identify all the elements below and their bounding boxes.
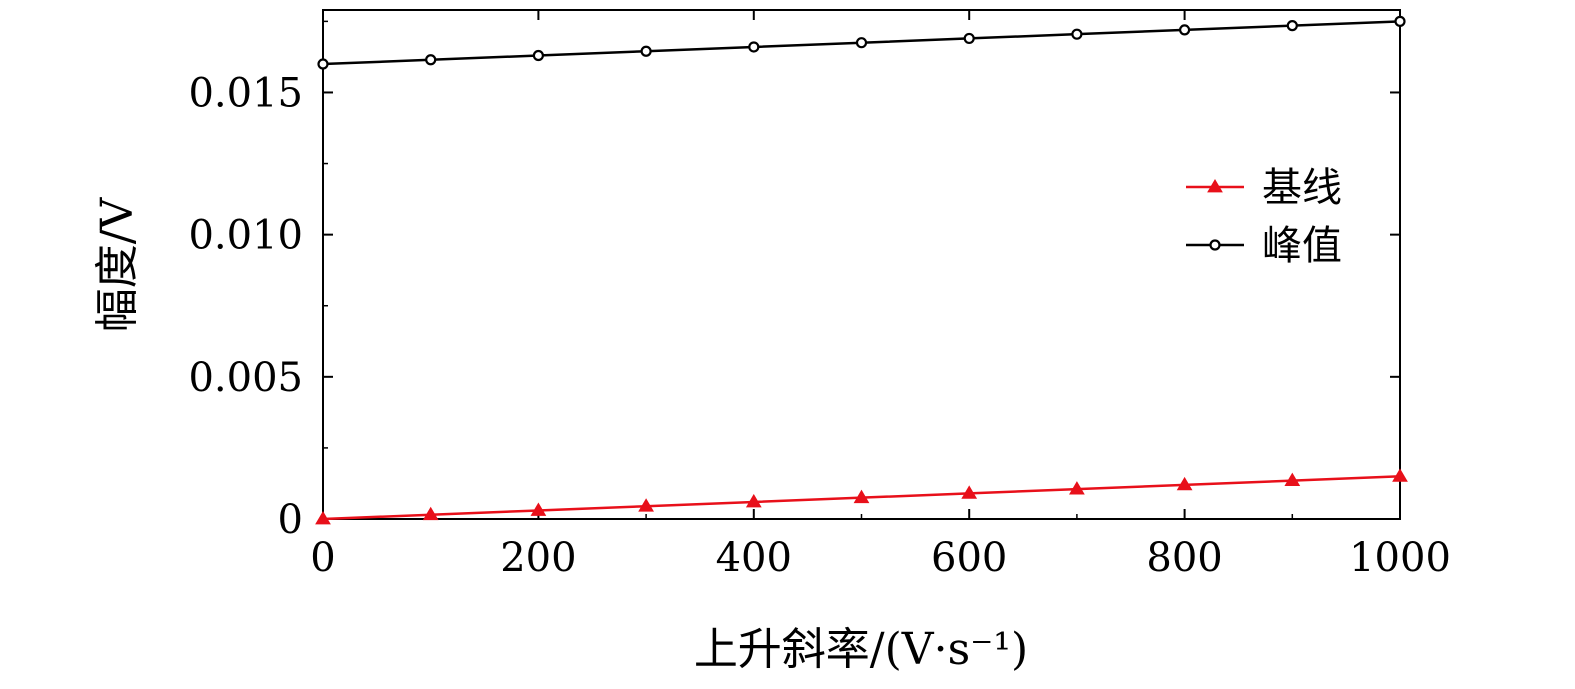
x-tick-label: 200 [500, 535, 576, 581]
data-point [961, 485, 978, 499]
data-point [1392, 468, 1408, 482]
x-tick-label: 400 [716, 535, 792, 581]
y-axis-ticks: 0 0.005 0.010 0.015 [188, 20, 1400, 543]
legend-marker [1207, 179, 1223, 193]
data-point [638, 498, 654, 512]
data-point [1394, 15, 1406, 27]
x-tick-label: 1000 [1349, 535, 1451, 581]
x-axis-title: 上升斜率/(V·s⁻¹) [694, 624, 1028, 675]
y-tick-label: 0.005 [188, 355, 303, 401]
series-layer [315, 15, 1408, 525]
legend-marker [1209, 239, 1221, 251]
legend-label: 基线 [1262, 165, 1342, 211]
x-tick-label: 600 [931, 535, 1007, 581]
data-point [1284, 472, 1301, 487]
data-point [315, 511, 331, 525]
data-point [422, 506, 439, 521]
x-tick-label: 800 [1146, 535, 1222, 581]
data-point [963, 32, 975, 45]
legend-entry: 基线 [1186, 165, 1342, 211]
data-point [855, 37, 868, 49]
data-point [1286, 20, 1298, 32]
data-point [1176, 476, 1193, 491]
plot-area [322, 9, 1401, 520]
series-1 [315, 468, 1408, 525]
data-point [530, 502, 547, 516]
x-tick-label: 0 [310, 535, 335, 581]
data-point [425, 54, 437, 66]
data-point [745, 493, 762, 508]
x-axis-ticks: 0 200 400 600 800 1000 [310, 10, 1451, 581]
y-tick-label: 0.015 [188, 70, 303, 116]
data-point [1071, 28, 1083, 40]
plot-frame [322, 9, 1401, 520]
y-tick-label: 0 [278, 497, 303, 543]
y-axis-title: 幅度/V [92, 196, 143, 332]
data-point [1069, 481, 1085, 495]
data-point [640, 45, 652, 57]
legend-label: 峰值 [1262, 223, 1342, 269]
data-point [853, 489, 870, 504]
data-point [317, 58, 329, 70]
data-point [532, 49, 545, 62]
series-2 [317, 15, 1406, 70]
y-tick-label: 0.010 [188, 213, 303, 259]
data-point [1178, 24, 1191, 36]
data-point [748, 41, 760, 53]
legend-entry: 峰值 [1186, 223, 1342, 269]
